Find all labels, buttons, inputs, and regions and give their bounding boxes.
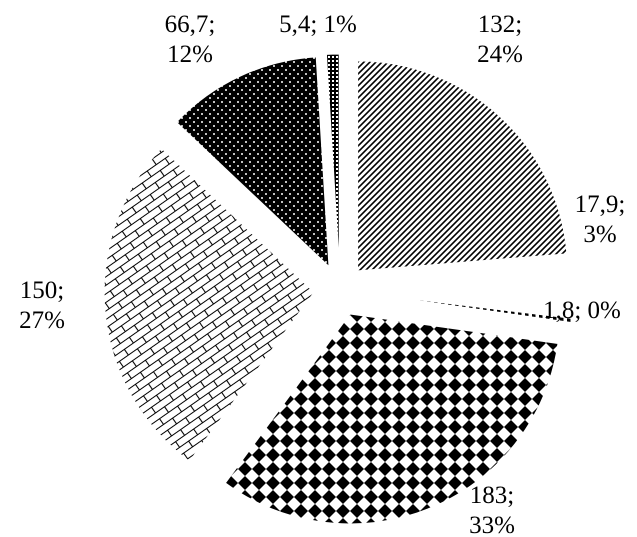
slice-label-value-0: 132; bbox=[478, 11, 522, 38]
pie-slice-3 bbox=[224, 313, 559, 525]
slice-label-3: 183; 33% bbox=[469, 482, 515, 537]
slice-label-percent-1: 3% bbox=[583, 221, 616, 248]
slice-label-percent-4: 27% bbox=[19, 307, 65, 334]
slice-label-value-3: 183; bbox=[470, 482, 514, 509]
slice-label-4: 150; 27% bbox=[19, 277, 65, 334]
slice-label-2: 1,8; 0% bbox=[543, 297, 621, 324]
slice-label-percent-5: 12% bbox=[167, 41, 213, 68]
slice-label-value-5: 66,7; bbox=[165, 11, 216, 38]
pie-slice-2 bbox=[365, 292, 575, 324]
pie-slice-0 bbox=[357, 60, 568, 272]
slice-label-6: 5,4; 1% bbox=[279, 11, 357, 38]
pie-slices bbox=[103, 53, 577, 525]
pie-slice-5 bbox=[175, 56, 330, 268]
slice-label-value-4: 150; bbox=[20, 277, 64, 304]
pie-slice-6 bbox=[325, 53, 340, 265]
slice-label-value-2: 1,8; 0% bbox=[543, 297, 621, 324]
slice-label-percent-0: 24% bbox=[477, 41, 523, 68]
pie-slice-4 bbox=[103, 147, 315, 463]
pie-labels: 132; 24% 17,9; 3% 1,8; 0% 183; 33% 150; 27% 66,7;… bbox=[19, 11, 625, 537]
slice-label-value-1: 17,9; bbox=[575, 191, 626, 218]
slice-label-1: 17,9; 3% bbox=[575, 191, 626, 248]
pie-slice-1 bbox=[365, 272, 577, 317]
slice-label-5: 66,7; 12% bbox=[165, 11, 216, 68]
slice-label-percent-3: 33% bbox=[469, 512, 515, 537]
slice-label-value-6: 5,4; 1% bbox=[279, 11, 357, 38]
slice-label-0: 132; 24% bbox=[477, 11, 523, 68]
